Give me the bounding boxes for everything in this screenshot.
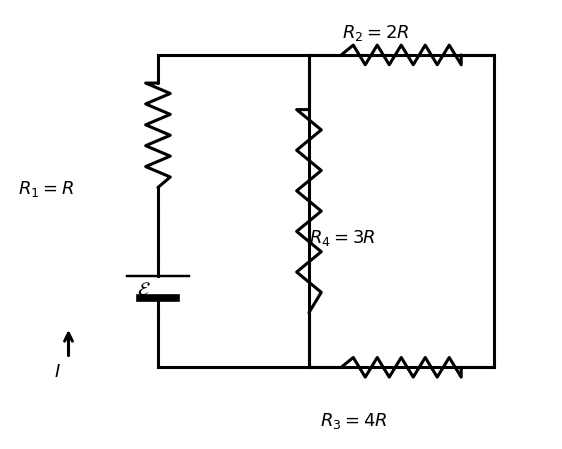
Text: $R_1 = R$: $R_1 = R$ — [18, 179, 74, 199]
Text: $R_2 = 2R$: $R_2 = 2R$ — [342, 22, 410, 43]
Text: $I$: $I$ — [54, 363, 61, 381]
Text: $\mathcal{E}$: $\mathcal{E}$ — [137, 280, 151, 299]
Text: $R_3 = 4R$: $R_3 = 4R$ — [320, 411, 387, 431]
Text: $R_4 = 3R$: $R_4 = 3R$ — [309, 228, 376, 248]
